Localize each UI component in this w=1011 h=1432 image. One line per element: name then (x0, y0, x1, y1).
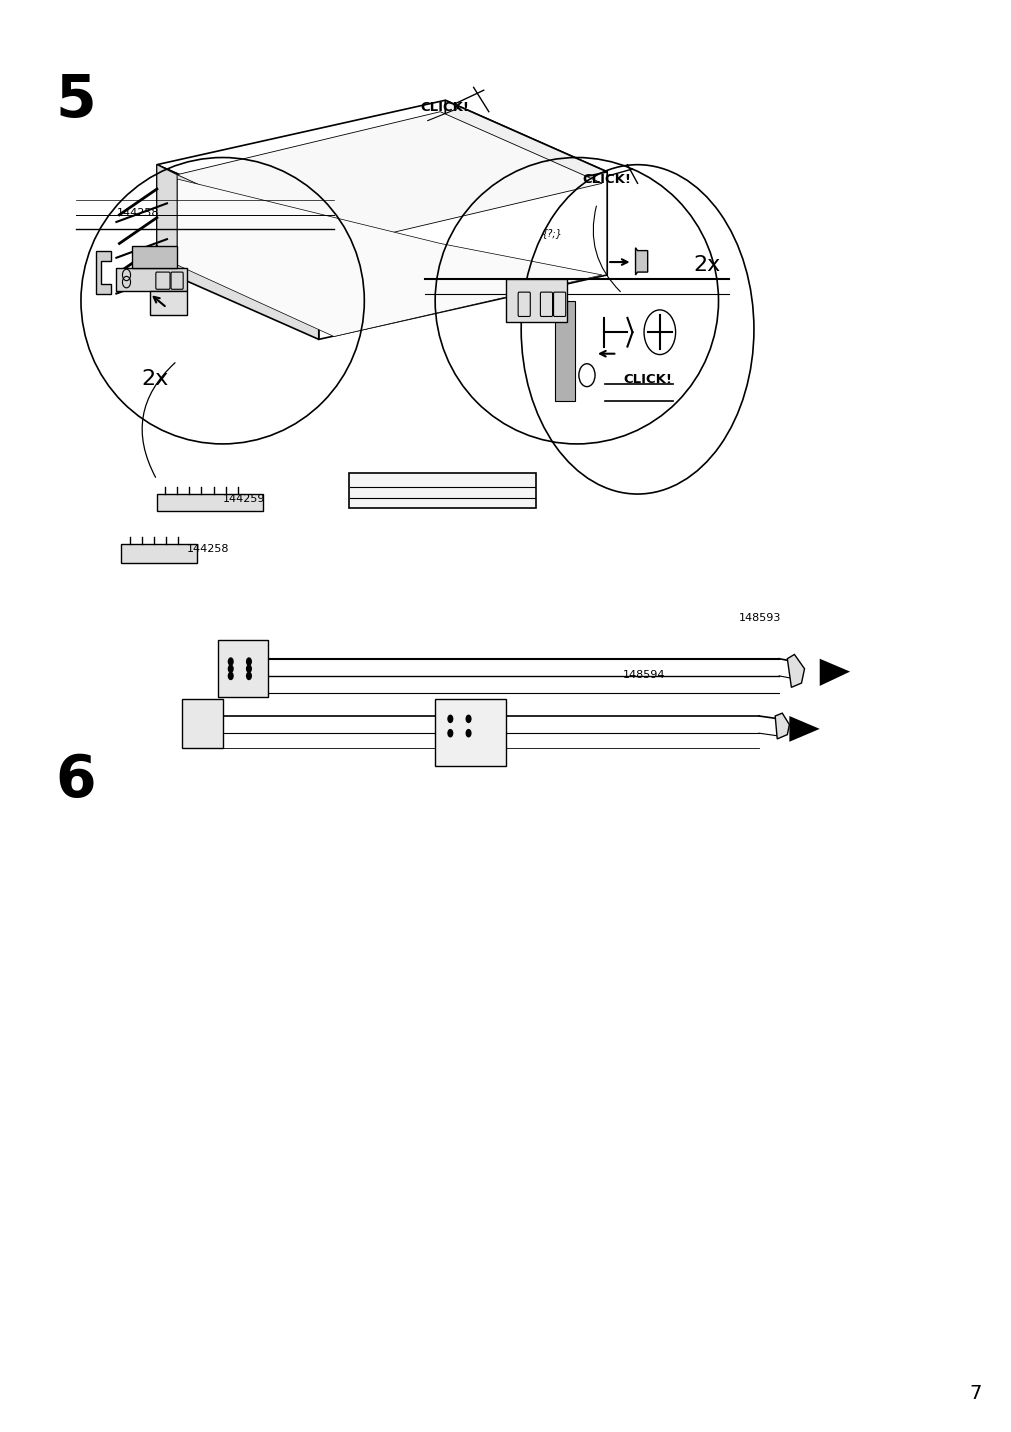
Polygon shape (157, 100, 607, 236)
Circle shape (227, 672, 234, 680)
Text: 7: 7 (969, 1385, 981, 1403)
Polygon shape (157, 494, 263, 511)
Text: 2x: 2x (142, 369, 169, 390)
Text: 144258: 144258 (116, 208, 159, 218)
Polygon shape (150, 291, 187, 315)
Text: CLICK!: CLICK! (582, 172, 631, 186)
Polygon shape (554, 301, 574, 401)
Text: 144258: 144258 (187, 544, 229, 554)
Polygon shape (506, 279, 566, 322)
Text: {?;}: {?;} (541, 228, 562, 238)
Polygon shape (635, 248, 647, 275)
Text: CLICK!: CLICK! (421, 100, 469, 115)
Circle shape (246, 672, 252, 680)
Circle shape (246, 657, 252, 666)
Circle shape (227, 664, 234, 673)
Polygon shape (157, 165, 318, 339)
Polygon shape (819, 659, 849, 686)
Text: 144259: 144259 (222, 494, 265, 504)
Polygon shape (157, 165, 177, 265)
Text: 148594: 148594 (622, 670, 664, 680)
Text: 5: 5 (56, 72, 96, 129)
Text: 6: 6 (56, 752, 96, 809)
Polygon shape (217, 640, 268, 697)
Polygon shape (435, 699, 506, 766)
Polygon shape (349, 473, 536, 508)
Polygon shape (774, 713, 789, 739)
Polygon shape (131, 246, 177, 268)
Circle shape (465, 715, 471, 723)
Circle shape (246, 664, 252, 673)
Polygon shape (789, 716, 819, 742)
Polygon shape (177, 112, 602, 246)
Circle shape (227, 657, 234, 666)
Polygon shape (96, 251, 111, 294)
Polygon shape (787, 654, 804, 687)
Text: 148593: 148593 (738, 613, 780, 623)
Polygon shape (116, 268, 187, 291)
Text: CLICK!: CLICK! (623, 372, 671, 387)
Circle shape (465, 729, 471, 737)
Polygon shape (318, 172, 607, 339)
Polygon shape (177, 179, 602, 337)
Circle shape (447, 715, 453, 723)
Polygon shape (121, 544, 197, 563)
Polygon shape (445, 100, 607, 275)
Polygon shape (182, 699, 222, 748)
Circle shape (447, 729, 453, 737)
Text: 2x: 2x (693, 255, 720, 275)
